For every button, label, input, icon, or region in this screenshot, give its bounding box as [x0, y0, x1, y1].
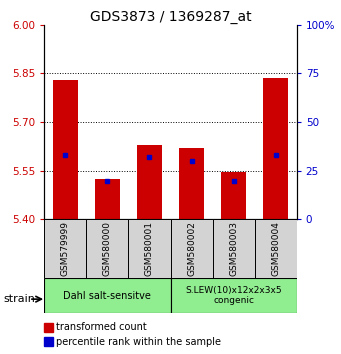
Text: GSM580002: GSM580002 — [187, 221, 196, 276]
Bar — [221, 172, 246, 219]
FancyBboxPatch shape — [255, 219, 297, 278]
FancyBboxPatch shape — [212, 219, 255, 278]
Text: GSM579999: GSM579999 — [61, 221, 70, 276]
Text: GSM580003: GSM580003 — [229, 221, 238, 276]
Text: transformed count: transformed count — [56, 322, 147, 332]
Text: GSM580000: GSM580000 — [103, 221, 112, 276]
Text: GSM580001: GSM580001 — [145, 221, 154, 276]
Bar — [44, 323, 53, 332]
FancyBboxPatch shape — [44, 278, 170, 313]
FancyBboxPatch shape — [170, 219, 212, 278]
Text: S.LEW(10)x12x2x3x5
congenic: S.LEW(10)x12x2x3x5 congenic — [185, 286, 282, 305]
Bar — [53, 80, 78, 219]
Bar — [137, 145, 162, 219]
Text: percentile rank within the sample: percentile rank within the sample — [56, 337, 221, 347]
Title: GDS3873 / 1369287_at: GDS3873 / 1369287_at — [90, 10, 251, 24]
Bar — [179, 148, 204, 219]
Text: Dahl salt-sensitve: Dahl salt-sensitve — [63, 291, 151, 301]
Text: GSM580004: GSM580004 — [271, 221, 280, 276]
FancyBboxPatch shape — [129, 219, 170, 278]
FancyBboxPatch shape — [44, 219, 86, 278]
Bar — [44, 337, 53, 346]
FancyBboxPatch shape — [86, 219, 129, 278]
Bar — [95, 179, 120, 219]
Text: strain: strain — [3, 294, 35, 304]
FancyBboxPatch shape — [170, 278, 297, 313]
Bar — [263, 78, 288, 219]
